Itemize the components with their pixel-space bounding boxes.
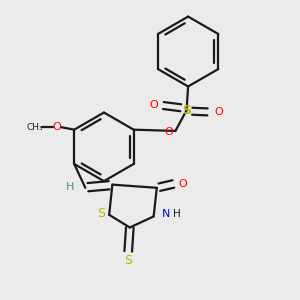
Text: H: H xyxy=(172,209,180,219)
Text: O: O xyxy=(149,100,158,110)
Text: N: N xyxy=(161,209,170,219)
Text: O: O xyxy=(52,122,61,132)
Text: O: O xyxy=(178,179,187,189)
Text: S: S xyxy=(182,104,191,117)
Text: S: S xyxy=(124,254,132,267)
Text: O: O xyxy=(214,107,223,117)
Text: O: O xyxy=(164,127,173,137)
Text: H: H xyxy=(66,182,74,192)
Text: CH₃: CH₃ xyxy=(26,123,43,132)
Text: S: S xyxy=(97,207,105,220)
